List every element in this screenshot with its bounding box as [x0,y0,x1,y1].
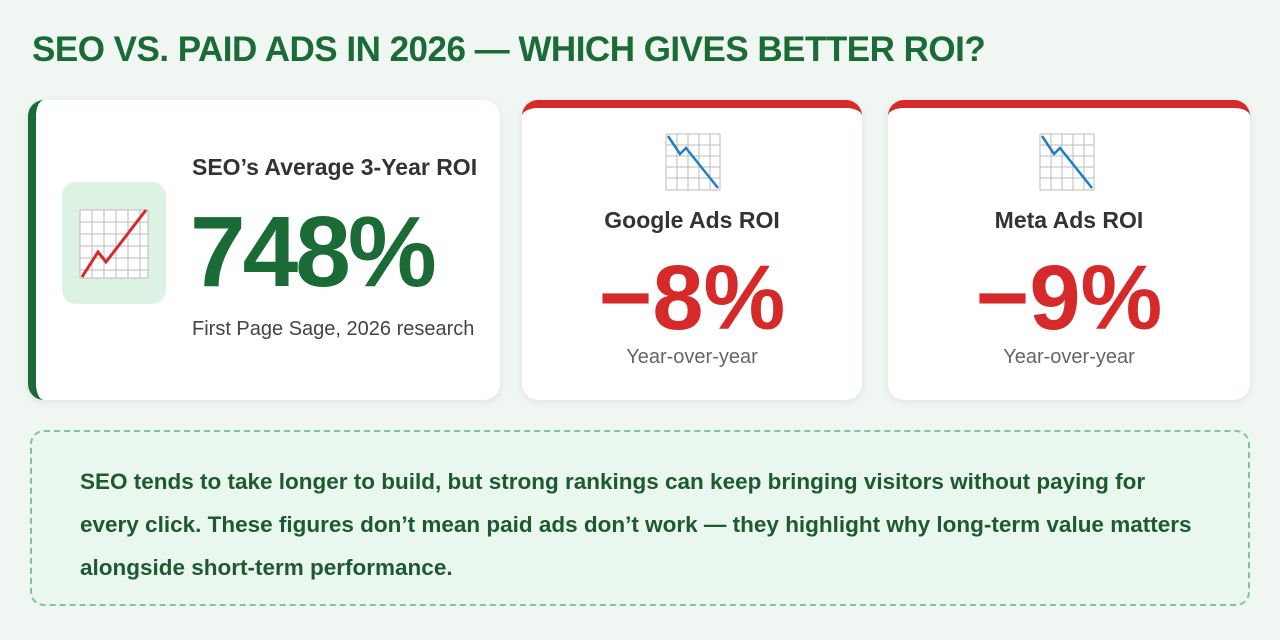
card-label: SEO’s Average 3-Year ROI [192,154,478,180]
card-note: Year-over-year [626,346,758,368]
card-value: −9% [975,247,1163,349]
card-value: 748% [190,196,437,308]
title: SEO VS. PAID ADS IN 2026 — WHICH GIVES B… [32,30,986,69]
card-note: First Page Sage, 2026 research [192,318,475,340]
trend-down-icon [665,133,721,191]
trend-up-icon [79,209,149,279]
icon-box [62,182,166,304]
card [888,100,1250,400]
trend-down-icon [1039,133,1095,191]
summary-box: SEO tends to take longer to build, but s… [30,430,1250,606]
summary-text: SEO tends to take longer to build, but s… [80,469,1192,580]
card-value: −8% [598,247,786,349]
card-label: Google Ads ROI [604,207,780,233]
card-label: Meta Ads ROI [994,207,1144,233]
card-note: Year-over-year [1003,346,1135,368]
